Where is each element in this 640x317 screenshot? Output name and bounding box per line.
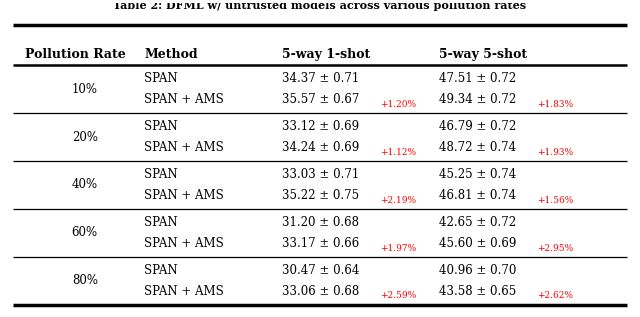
Text: SPAN: SPAN bbox=[145, 72, 178, 85]
Text: SPAN + AMS: SPAN + AMS bbox=[145, 93, 224, 106]
Text: 45.25 ± 0.74: 45.25 ± 0.74 bbox=[439, 168, 516, 181]
Text: 46.81 ± 0.74: 46.81 ± 0.74 bbox=[439, 189, 516, 202]
Text: SPAN: SPAN bbox=[145, 216, 178, 229]
Text: 48.72 ± 0.74: 48.72 ± 0.74 bbox=[439, 141, 516, 154]
Text: 30.47 ± 0.64: 30.47 ± 0.64 bbox=[282, 263, 360, 276]
Text: +2.62%: +2.62% bbox=[537, 291, 573, 301]
Text: SPAN + AMS: SPAN + AMS bbox=[145, 237, 224, 250]
Text: +1.12%: +1.12% bbox=[380, 148, 416, 157]
Text: Method: Method bbox=[145, 48, 198, 61]
Text: SPAN: SPAN bbox=[145, 120, 178, 133]
Text: 47.51 ± 0.72: 47.51 ± 0.72 bbox=[439, 72, 516, 85]
Text: +1.83%: +1.83% bbox=[537, 100, 573, 109]
Text: 42.65 ± 0.72: 42.65 ± 0.72 bbox=[439, 216, 516, 229]
Text: +1.97%: +1.97% bbox=[380, 243, 416, 253]
Text: +1.56%: +1.56% bbox=[537, 196, 573, 205]
Text: 5-way 1-shot: 5-way 1-shot bbox=[282, 48, 371, 61]
Text: 40.96 ± 0.70: 40.96 ± 0.70 bbox=[439, 263, 516, 276]
Text: 34.37 ± 0.71: 34.37 ± 0.71 bbox=[282, 72, 360, 85]
Text: +2.19%: +2.19% bbox=[380, 196, 416, 205]
Text: 49.34 ± 0.72: 49.34 ± 0.72 bbox=[439, 93, 516, 106]
Text: 45.60 ± 0.69: 45.60 ± 0.69 bbox=[439, 237, 516, 250]
Text: SPAN: SPAN bbox=[145, 263, 178, 276]
Text: 33.12 ± 0.69: 33.12 ± 0.69 bbox=[282, 120, 360, 133]
Text: 5-way 5-shot: 5-way 5-shot bbox=[439, 48, 527, 61]
Text: 60%: 60% bbox=[72, 226, 98, 239]
Text: Table 2: DFML w/ untrusted models across various pollution rates: Table 2: DFML w/ untrusted models across… bbox=[113, 0, 527, 11]
Text: 33.17 ± 0.66: 33.17 ± 0.66 bbox=[282, 237, 360, 250]
Text: 35.22 ± 0.75: 35.22 ± 0.75 bbox=[282, 189, 360, 202]
Text: 10%: 10% bbox=[72, 83, 98, 96]
Text: Pollution Rate: Pollution Rate bbox=[25, 48, 126, 61]
Text: 33.03 ± 0.71: 33.03 ± 0.71 bbox=[282, 168, 360, 181]
Text: +2.59%: +2.59% bbox=[380, 291, 416, 301]
Text: 20%: 20% bbox=[72, 131, 98, 144]
Text: +1.20%: +1.20% bbox=[380, 100, 417, 109]
Text: 33.06 ± 0.68: 33.06 ± 0.68 bbox=[282, 285, 360, 298]
Text: 35.57 ± 0.67: 35.57 ± 0.67 bbox=[282, 93, 360, 106]
Text: 40%: 40% bbox=[72, 178, 98, 191]
Text: 43.58 ± 0.65: 43.58 ± 0.65 bbox=[439, 285, 516, 298]
Text: 46.79 ± 0.72: 46.79 ± 0.72 bbox=[439, 120, 516, 133]
Text: 34.24 ± 0.69: 34.24 ± 0.69 bbox=[282, 141, 360, 154]
Text: 31.20 ± 0.68: 31.20 ± 0.68 bbox=[282, 216, 360, 229]
Text: 80%: 80% bbox=[72, 274, 98, 287]
Text: SPAN: SPAN bbox=[145, 168, 178, 181]
Text: SPAN + AMS: SPAN + AMS bbox=[145, 141, 224, 154]
Text: +1.93%: +1.93% bbox=[537, 148, 573, 157]
Text: SPAN + AMS: SPAN + AMS bbox=[145, 189, 224, 202]
Text: +2.95%: +2.95% bbox=[537, 243, 573, 253]
Text: SPAN + AMS: SPAN + AMS bbox=[145, 285, 224, 298]
